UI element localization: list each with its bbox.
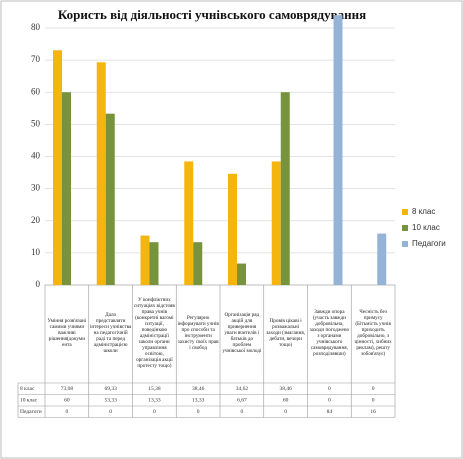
bar — [280, 92, 290, 285]
x-tick-label: Завжди опора (участь завжди добровільна,… — [309, 309, 350, 357]
category-cell: Уміння розв'язані самими учнями важливі … — [47, 318, 87, 348]
bar — [96, 62, 106, 285]
bar — [333, 15, 343, 286]
x-tick-label: У конфліктних ситуаціях відстояв права у… — [133, 297, 175, 369]
x-tick-label: Чесність без примусу (Бітьмість учнів пр… — [354, 309, 392, 357]
legend-swatch — [402, 225, 408, 231]
bar — [62, 92, 71, 285]
x-tick-label: Уміння розв'язані самими учнями важливі … — [47, 318, 87, 348]
bar — [53, 50, 62, 285]
bar — [377, 233, 387, 285]
table-value: 73,08 — [61, 386, 74, 392]
y-tick-label: 30 — [31, 183, 41, 193]
category-cell: У конфліктних ситуаціях відстояв права у… — [133, 297, 175, 369]
category-cell: Організація ряд акцій для привернення ув… — [222, 312, 262, 354]
table-value: 38,46 — [192, 386, 205, 392]
legend-swatch — [402, 209, 408, 215]
row-header: Педагоги — [20, 409, 42, 415]
table-value: 0 — [372, 398, 375, 404]
bar — [237, 263, 246, 285]
table-value: 15,38 — [148, 386, 161, 392]
table-value: 84 — [327, 409, 333, 415]
table-value: 0 — [372, 386, 375, 392]
bar — [149, 242, 159, 285]
x-tick-label: Дало представляти інтереси учнівства на … — [89, 312, 132, 354]
bar — [271, 161, 281, 285]
table-value: 0 — [109, 409, 112, 415]
category-cell: Дало представляти інтереси учнівства на … — [89, 312, 132, 354]
y-tick-label: 10 — [31, 247, 41, 257]
y-tick-label: 60 — [31, 86, 41, 96]
category-cell: Провів цікаві і розважальні заходи (змаг… — [266, 318, 306, 348]
table-value: 13,33 — [148, 398, 161, 404]
category-cell: Чесність без примусу (Бітьмість учнів пр… — [354, 309, 392, 357]
table-value: 0 — [66, 409, 69, 415]
table-value: 0 — [328, 398, 331, 404]
y-tick-label: 80 — [31, 22, 41, 32]
chart-title: Користь від діяльності учнівського самов… — [58, 7, 366, 22]
legend-label: 8 клас — [412, 207, 435, 216]
table-value: 38,46 — [279, 386, 292, 392]
table-value: 60 — [64, 398, 70, 404]
y-tick-label: 70 — [31, 54, 41, 64]
x-tick-label: Провів цікаві і розважальні заходи (змаг… — [266, 318, 306, 348]
row-header: 10 клас — [20, 398, 38, 404]
y-tick-label: 50 — [31, 118, 41, 128]
table-value: 0 — [241, 409, 244, 415]
legend-swatch — [402, 241, 408, 247]
table-value: 0 — [328, 386, 331, 392]
bar — [140, 235, 150, 285]
y-tick-label: 40 — [31, 151, 41, 161]
table-value: 60 — [283, 398, 289, 404]
table-value: 16 — [370, 409, 376, 415]
x-tick-label: Організація ряд акцій для привернення ув… — [222, 312, 262, 354]
y-tick-label: 20 — [31, 215, 41, 225]
table-value: 34,62 — [236, 386, 249, 392]
table-value: 53,33 — [104, 398, 117, 404]
x-tick-label: Регулярно інформувати учнів про способи … — [177, 315, 219, 351]
y-tick-label: 0 — [36, 279, 41, 289]
bar — [184, 161, 194, 285]
bar — [105, 113, 115, 286]
bar — [228, 173, 237, 285]
table-value: 13,33 — [192, 398, 205, 404]
category-cell: Регулярно інформувати учнів про способи … — [177, 315, 219, 351]
legend-label: Педагоги — [412, 239, 446, 248]
bar — [193, 242, 203, 285]
legend-label: 10 клас — [412, 223, 440, 232]
table-value: 0 — [284, 409, 287, 415]
table-value: 6,67 — [237, 398, 247, 404]
table-value: 0 — [153, 409, 156, 415]
row-header: 8 клас — [20, 386, 35, 392]
table-value: 0 — [197, 409, 200, 415]
table-value: 69,33 — [104, 386, 117, 392]
category-cell: Завжди опора (участь завжди добровільна,… — [309, 309, 350, 357]
